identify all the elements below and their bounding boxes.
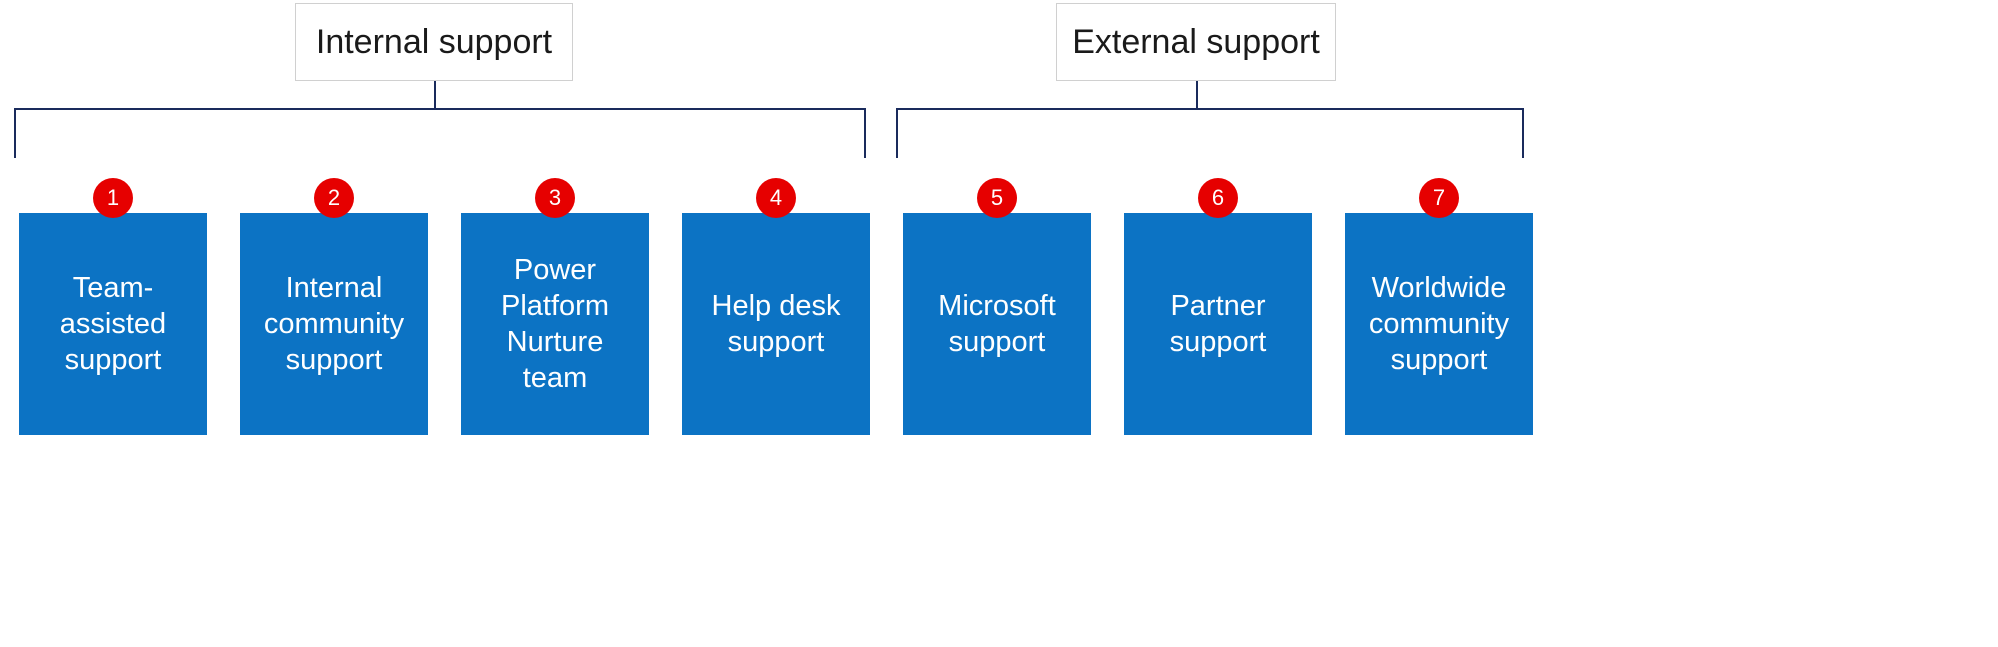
box-5: Microsoft support — [903, 213, 1091, 435]
bracket-internal-right — [864, 108, 866, 158]
box-1-label: Team-assisted support — [29, 270, 197, 379]
category-text-external: External support — [1072, 23, 1320, 62]
badge-4: 4 — [756, 178, 796, 218]
badge-7-number: 7 — [1433, 185, 1445, 211]
box-4: Help desk support — [682, 213, 870, 435]
box-7-label: Worldwide community support — [1355, 270, 1523, 379]
box-2-label: Internal community support — [250, 270, 418, 379]
bracket-internal-mid — [434, 81, 436, 108]
badge-2: 2 — [314, 178, 354, 218]
category-text-internal: Internal support — [316, 23, 552, 62]
badge-1-number: 1 — [107, 185, 119, 211]
category-label-external: External support — [1056, 3, 1336, 81]
badge-4-number: 4 — [770, 185, 782, 211]
badge-2-number: 2 — [328, 185, 340, 211]
badge-3: 3 — [535, 178, 575, 218]
box-4-label: Help desk support — [692, 288, 860, 361]
box-6: Partner support — [1124, 213, 1312, 435]
badge-3-number: 3 — [549, 185, 561, 211]
box-3: Power Platform Nurture team — [461, 213, 649, 435]
box-6-label: Partner support — [1134, 288, 1302, 361]
box-1: Team-assisted support — [19, 213, 207, 435]
bracket-internal-h — [14, 108, 866, 110]
bracket-external-right — [1522, 108, 1524, 158]
category-label-internal: Internal support — [295, 3, 573, 81]
bracket-internal-left — [14, 108, 16, 158]
box-5-label: Microsoft support — [913, 288, 1081, 361]
bracket-external-mid — [1196, 81, 1198, 108]
badge-6-number: 6 — [1212, 185, 1224, 211]
box-7: Worldwide community support — [1345, 213, 1533, 435]
badge-7: 7 — [1419, 178, 1459, 218]
bracket-external-h — [896, 108, 1524, 110]
badge-5: 5 — [977, 178, 1017, 218]
box-3-label: Power Platform Nurture team — [471, 252, 639, 397]
badge-5-number: 5 — [991, 185, 1003, 211]
bracket-external-left — [896, 108, 898, 158]
box-2: Internal community support — [240, 213, 428, 435]
support-diagram: Internal support External support Team-a… — [0, 0, 1998, 647]
badge-1: 1 — [93, 178, 133, 218]
badge-6: 6 — [1198, 178, 1238, 218]
